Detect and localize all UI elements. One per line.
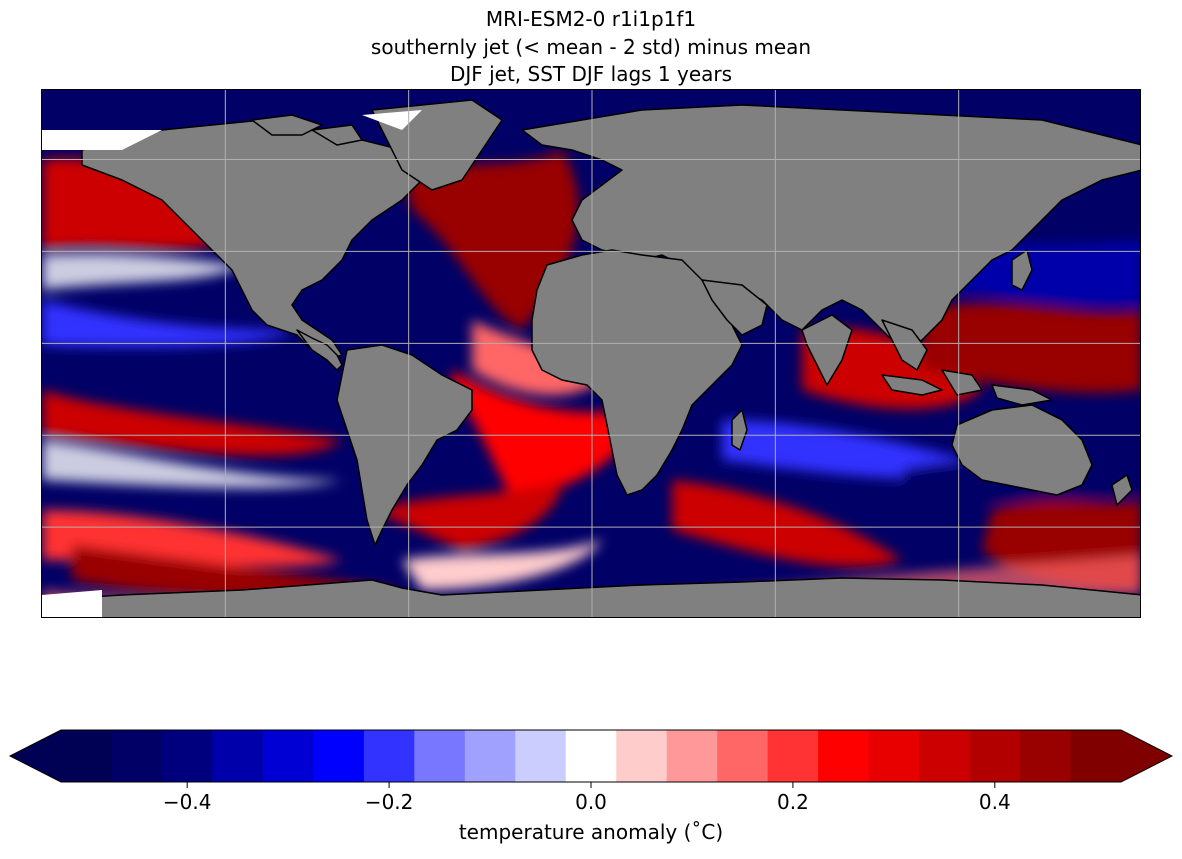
colorbar-segment — [313, 730, 365, 782]
colorbar-tick-label: 0.0 — [575, 790, 607, 814]
colorbar-segment — [262, 730, 314, 782]
colorbar-extend-min — [10, 730, 61, 782]
australia-land — [951, 404, 1093, 496]
colorbar-segment — [666, 730, 718, 782]
colorbar-segment — [616, 730, 668, 782]
colorbar-label: temperature anomaly (˚C) — [458, 820, 724, 844]
plot-title-line-2: southernly jet (< mean - 2 std) minus me… — [370, 35, 812, 59]
plot-title-line-3: DJF jet, SST DJF lags 1 years — [449, 62, 733, 86]
colorbar-segment — [414, 730, 466, 782]
central-america-land — [296, 329, 343, 371]
colorbar-segment — [1020, 730, 1072, 782]
sst-anomaly-map — [42, 90, 1140, 617]
colorbar-segment — [61, 730, 112, 782]
land-masses — [42, 99, 1140, 617]
colorbar-extend-max — [1121, 730, 1172, 782]
colorbar-segment — [919, 730, 971, 782]
colorbar-outline — [8, 729, 1174, 783]
colorbar-segment — [363, 730, 415, 782]
colorbar-tick-label: 0.2 — [776, 790, 809, 814]
colorbar-segment — [717, 730, 769, 782]
colorbar-tick-label: −0.2 — [364, 790, 414, 814]
africa-land — [531, 249, 743, 496]
eurasia-land — [521, 104, 1140, 351]
colorbar-segment — [161, 730, 213, 782]
colorbar-segment — [969, 730, 1021, 782]
sea-ice-mask — [42, 110, 422, 617]
colorbar-segment — [515, 730, 567, 782]
colorbar-segment — [464, 730, 516, 782]
colorbar-segment — [565, 730, 617, 782]
colorbar-segment — [212, 730, 264, 782]
map-panel — [41, 89, 1141, 618]
colorbar-segment — [767, 730, 819, 782]
map-gridlines — [42, 90, 1140, 617]
colorbar-segment — [868, 730, 920, 782]
colorbar-segment — [111, 730, 163, 782]
colorbar-tick-label: 0.4 — [978, 790, 1011, 814]
colorbar — [8, 729, 1174, 788]
colorbar-segment — [1070, 730, 1122, 782]
plot-title-line-1: MRI-ESM2-0 r1i1p1f1 — [485, 7, 697, 31]
colorbar-tick-label: −0.4 — [162, 790, 212, 814]
colorbar-segment — [818, 730, 870, 782]
antarctica-land — [42, 577, 1140, 617]
